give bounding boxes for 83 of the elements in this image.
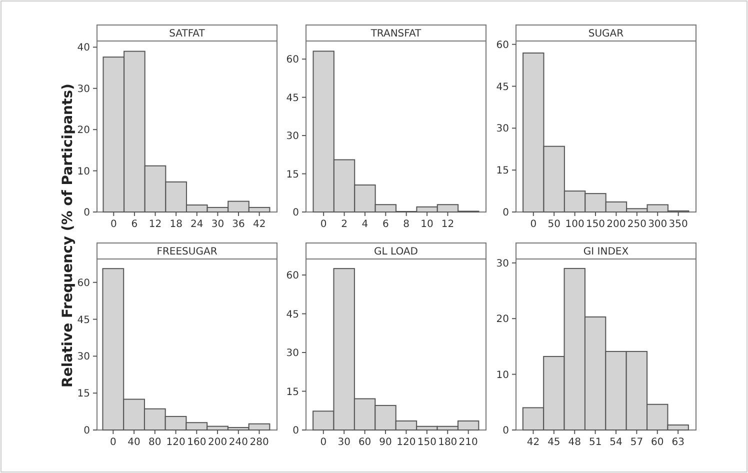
chart-title: SUGAR [588,28,624,40]
x-tick-label: 30 [338,437,350,448]
x-tick-label: 57 [630,437,644,448]
x-tick-label: 200 [606,219,626,230]
y-tick-label: 0 [292,208,299,218]
chart-title: FREESUGAR [156,246,218,258]
y-tick-label: 60 [496,40,509,51]
x-tick-label: 54 [610,437,622,448]
y-tick-label: 45 [286,309,299,320]
x-tick-label: 250 [627,219,646,230]
y-tick-label: 30 [77,352,90,363]
x-tick-label: 0 [110,219,117,230]
y-tick-label: 30 [286,131,299,142]
y-tick-label: 30 [496,124,509,135]
y-tick-label: 20 [77,125,90,136]
x-tick-label: 350 [668,219,688,230]
x-tick-label: 42 [526,437,540,448]
x-tick-label: 120 [166,437,186,448]
y-tick-label: 10 [496,370,509,381]
x-tick-label: 150 [417,437,436,448]
x-tick-label: 2 [341,219,348,230]
x-tick-label: 42 [252,219,266,230]
x-tick-label: 120 [396,437,416,448]
y-tick-label: 60 [286,54,299,66]
y-tick-label: 40 [77,42,90,54]
x-tick-label: 0 [320,219,327,230]
y-tick-label: 45 [77,314,90,326]
x-tick-label: 8 [403,219,410,230]
x-tick-label: 30 [211,219,224,230]
x-tick-label: 180 [438,437,458,448]
y-tick-label: 10 [77,166,90,178]
x-tick-label: 150 [586,219,606,230]
x-tick-label: 0 [320,437,327,448]
x-tick-label: 280 [250,437,269,448]
chart-title: GI INDEX [583,246,629,258]
x-tick-label: 45 [548,437,560,448]
x-tick-label: 63 [672,437,684,448]
x-tick-label: 0 [110,437,116,448]
y-tick-label: 15 [496,166,509,177]
y-tick-label: 45 [496,82,509,93]
y-tick-label: 0 [292,426,299,436]
x-tick-label: 40 [128,437,140,448]
y-tick-label: 0 [84,426,90,436]
x-tick-label: 60 [358,437,372,448]
x-tick-label: 36 [232,219,245,230]
x-tick-label: 4 [362,219,368,230]
x-tick-label: 200 [208,437,228,448]
chart-title: TRANSFAT [370,28,422,40]
x-tick-label: 6 [131,219,138,230]
x-tick-label: 51 [588,437,602,448]
y-tick-label: 15 [286,386,299,398]
x-tick-label: 10 [420,219,434,230]
x-tick-label: 60 [651,437,664,448]
y-tick-label: 0 [502,426,509,436]
x-tick-label: 48 [568,437,581,448]
x-tick-label: 240 [228,437,248,448]
chart-title: GL LOAD [374,246,418,258]
y-tick-label: 30 [496,258,509,270]
x-tick-label: 6 [382,219,389,230]
x-tick-label: 24 [190,219,204,230]
y-tick-label: 0 [84,208,90,218]
y-tick-label: 60 [286,270,299,282]
chart-title: SATFAT [169,28,206,40]
x-tick-label: 300 [648,219,668,230]
x-tick-label: 0 [530,219,537,230]
y-axis-title: Relative Frequency (% of Participants) [60,84,76,388]
x-tick-label: 12 [148,219,162,230]
y-tick-label: 60 [77,278,90,289]
y-tick-label: 15 [77,388,90,400]
y-tick-label: 20 [496,314,509,326]
y-tick-label: 15 [286,169,299,180]
y-tick-label: 0 [502,208,509,218]
x-tick-label: 210 [458,437,478,448]
x-tick-label: 100 [565,219,584,230]
x-tick-label: 90 [379,437,392,448]
x-tick-label: 50 [548,219,560,230]
x-tick-label: 160 [187,437,206,448]
y-tick-label: 30 [77,84,90,95]
x-tick-label: 80 [148,437,162,448]
y-tick-label: 45 [286,92,299,104]
x-tick-label: 18 [170,219,182,230]
y-tick-label: 30 [286,348,299,360]
x-tick-label: 12 [441,219,454,230]
